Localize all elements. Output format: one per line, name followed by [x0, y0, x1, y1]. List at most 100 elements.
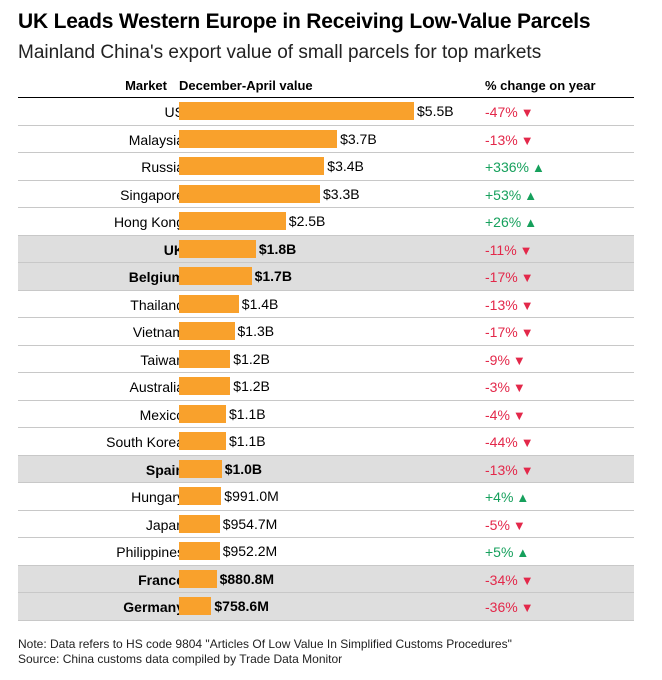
value-label: $3.3B — [323, 185, 360, 202]
change-value: +336% — [485, 159, 529, 175]
market-label: Belgium — [128, 269, 184, 285]
triangle-down-icon: ▼ — [519, 242, 533, 258]
change-label: -17% ▼ — [485, 269, 534, 285]
change-value: -5% — [485, 516, 510, 533]
change-value: -17% — [485, 324, 518, 340]
value-bar — [179, 102, 414, 120]
value-bar — [179, 432, 226, 450]
market-label: Taiwan — [140, 351, 184, 368]
triangle-down-icon: ▼ — [520, 105, 534, 120]
header-divider — [18, 97, 634, 98]
market-label: Australia — [129, 379, 184, 395]
change-label: +53% ▲ — [485, 187, 537, 203]
triangle-down-icon: ▼ — [520, 462, 534, 478]
triangle-up-icon: ▲ — [524, 215, 538, 230]
value-label: $991.0M — [224, 488, 279, 504]
market-label: South Korea — [106, 434, 184, 450]
table-row: Russia $3.4B +336% ▲ — [18, 153, 634, 181]
change-value: -34% — [485, 571, 518, 588]
triangle-down-icon: ▼ — [520, 270, 534, 285]
value-bar — [179, 184, 320, 203]
table-row: Japan $954.7M -5% ▼ — [18, 511, 634, 538]
value-bar — [179, 129, 338, 148]
value-bar — [179, 597, 212, 615]
triangle-up-icon: ▲ — [531, 160, 545, 175]
value-bar — [179, 349, 231, 368]
value-label: $2.5B — [288, 213, 326, 229]
table-row: Malaysia $3.7B -13% ▼ — [18, 126, 634, 153]
triangle-down-icon: ▼ — [520, 325, 534, 340]
table-row: Hungary $991.0M +4% ▲ — [18, 483, 634, 511]
chart-title: UK Leads Western Europe in Receiving Low… — [18, 10, 591, 33]
value-label: $1.2B — [233, 350, 270, 367]
table-row: France $880.8M -34% ▼ — [18, 565, 634, 593]
value-label: $1.3B — [237, 323, 275, 339]
triangle-down-icon: ▼ — [520, 435, 534, 450]
change-label: +4% ▲ — [485, 489, 529, 505]
value-bar — [179, 569, 217, 588]
change-label: -11% ▼ — [485, 242, 533, 258]
table-row: UK $1.8B -11% ▼ — [18, 235, 634, 263]
change-value: +5% — [485, 544, 514, 560]
value-bar — [179, 404, 226, 423]
change-value: -11% — [485, 241, 517, 258]
value-label: $758.6M — [214, 598, 269, 614]
market-column-header: Market — [125, 78, 167, 93]
change-value: -13% — [485, 131, 518, 148]
triangle-down-icon: ▼ — [512, 407, 526, 423]
table-row: Australia $1.2B -3% ▼ — [18, 373, 634, 401]
change-label: -17% ▼ — [485, 324, 534, 340]
market-label: Japan — [145, 516, 184, 533]
value-bar — [179, 239, 256, 258]
change-value: -13% — [485, 461, 518, 478]
change-label: +336% ▲ — [485, 159, 545, 175]
table-row: US $5.5B -47% ▼ — [18, 98, 634, 126]
value-bar — [179, 267, 252, 285]
change-value: +4% — [485, 489, 514, 505]
market-label: Russia — [141, 159, 184, 175]
market-label: UK — [163, 241, 184, 258]
value-label: $3.4B — [327, 158, 364, 174]
market-label: Germany — [123, 599, 184, 615]
change-value: -13% — [485, 296, 518, 313]
table-row: South Korea $1.1B -44% ▼ — [18, 428, 634, 456]
table-row: Singapore $3.3B +53% ▲ — [18, 181, 634, 208]
change-value: -36% — [485, 599, 518, 615]
market-label: Malaysia — [128, 131, 184, 148]
change-value: +26% — [485, 214, 522, 230]
triangle-up-icon: ▲ — [516, 545, 530, 560]
market-label: Philippines — [116, 544, 184, 560]
table-row: Mexico $1.1B -4% ▼ — [18, 401, 634, 428]
change-label: -13% ▼ — [485, 132, 534, 148]
triangle-down-icon: ▼ — [512, 380, 526, 395]
value-label: $5.5B — [417, 103, 454, 119]
value-bar — [179, 459, 222, 478]
change-value: -9% — [485, 351, 510, 368]
triangle-down-icon: ▼ — [520, 132, 534, 148]
table-row: Vietnam $1.3B -17% ▼ — [18, 318, 634, 346]
value-label: $1.1B — [229, 433, 266, 449]
triangle-down-icon: ▼ — [512, 517, 526, 533]
change-label: -36% ▼ — [485, 599, 534, 615]
market-label: France — [138, 571, 184, 588]
value-bar — [179, 514, 220, 533]
chart-note: Note: Data refers to HS code 9804 "Artic… — [18, 637, 512, 651]
market-label: Singapore — [120, 186, 184, 203]
table-row: Taiwan $1.2B -9% ▼ — [18, 346, 634, 373]
value-label: $880.8M — [219, 570, 275, 587]
change-label: -47% ▼ — [485, 104, 534, 120]
change-label: -3% ▼ — [485, 379, 526, 395]
market-label: Thailand — [130, 296, 184, 313]
table-row: Belgium $1.7B -17% ▼ — [18, 263, 634, 291]
change-column-header: % change on year — [485, 78, 596, 93]
value-label: $3.7B — [340, 130, 377, 147]
value-bar — [179, 157, 325, 175]
change-label: -44% ▼ — [485, 434, 534, 450]
change-label: -34% ▼ — [485, 572, 534, 588]
value-label: $1.8B — [258, 240, 297, 257]
table-row: Hong Kong $2.5B +26% ▲ — [18, 208, 634, 236]
triangle-down-icon: ▼ — [520, 600, 534, 615]
value-label: $952.2M — [222, 543, 278, 559]
market-label: Hong Kong — [113, 214, 184, 230]
change-value: -3% — [485, 379, 510, 395]
